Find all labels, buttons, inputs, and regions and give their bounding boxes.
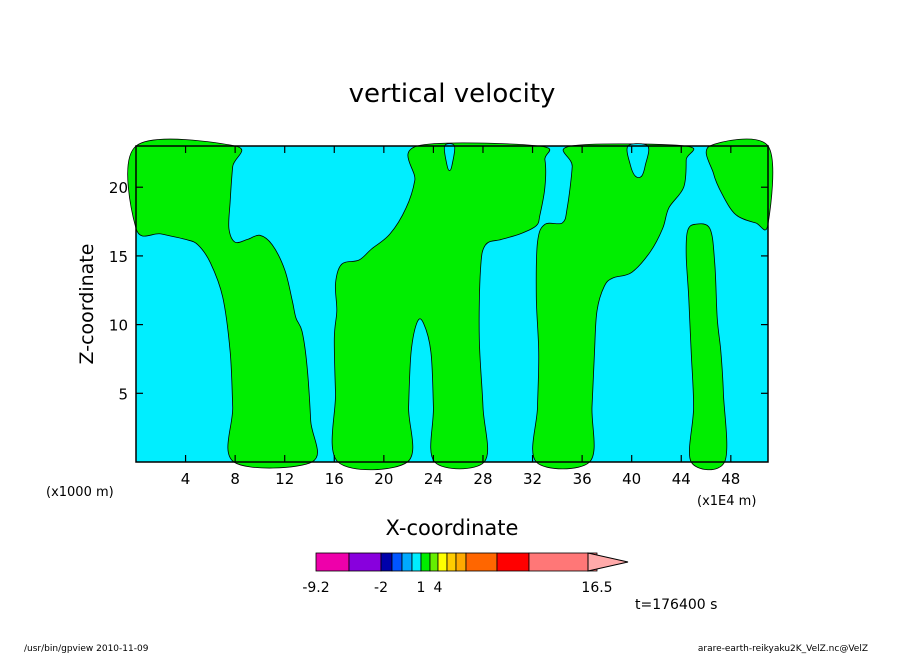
positive-region-right-middle (532, 143, 695, 470)
x-tick-label: 8 (230, 470, 240, 488)
colorbar-segment (420, 552, 431, 572)
colorbar-segment (496, 552, 530, 572)
colorbar-segment (380, 552, 393, 572)
y-tick-label: 20 (109, 179, 128, 197)
x-tick-label: 44 (672, 470, 691, 488)
y-tick-label: 5 (118, 385, 128, 403)
colorbar-segment (429, 552, 439, 572)
positive-region-right-column (685, 223, 728, 471)
chart-title: vertical velocity (349, 79, 556, 109)
positive-region-upper-left (127, 138, 318, 469)
x-tick-label: 12 (275, 470, 294, 488)
x-tick-label: 16 (325, 470, 344, 488)
x-tick-label: 24 (424, 470, 443, 488)
colorbar-segment (465, 552, 498, 572)
colorbar-segment (401, 552, 413, 572)
colorbar: -9.2 -2 1 4 16.5 (302, 552, 629, 596)
x-tick-label: 32 (523, 470, 542, 488)
x-tick-label: 20 (374, 470, 393, 488)
colorbar-label: -9.2 (302, 580, 329, 596)
plot-frame (135, 145, 769, 463)
colorbar-label: -2 (374, 580, 388, 596)
y-tick-label: 15 (109, 248, 128, 266)
colorbar-label: 1 (417, 580, 426, 596)
colorbar-label: 4 (434, 580, 443, 596)
x-tick-label: 28 (473, 470, 492, 488)
colorbar-label: 16.5 (581, 580, 612, 596)
colorbar-segment (315, 552, 350, 572)
y-tick-label: 10 (109, 317, 128, 335)
positive-region-middle (331, 142, 551, 471)
colorbar-segment (348, 552, 382, 572)
colorbar-segment (391, 552, 403, 572)
colorbar-segment (446, 552, 457, 572)
time-label: t=176400 s (635, 597, 717, 613)
colorbar-segment (411, 552, 422, 572)
x-axis-label: X-coordinate (386, 516, 519, 540)
x-tick-label: 36 (573, 470, 592, 488)
colorbar-segment (528, 552, 598, 572)
x-unit-note: (x1000 m) (46, 485, 114, 500)
y-axis-label: Z-coordinate (76, 244, 98, 365)
x-scale-note: (x1E4 m) (697, 494, 756, 509)
colorbar-arrow (587, 552, 629, 572)
x-tick-label: 40 (622, 470, 641, 488)
footer-left: /usr/bin/gpview 2010-11-09 (24, 644, 149, 654)
x-tick-label: 4 (181, 470, 191, 488)
colorbar-segment (455, 552, 467, 572)
colorbar-segment (437, 552, 448, 572)
x-tick-label: 48 (721, 470, 740, 488)
footer-right: arare-earth-reikyaku2K_VelZ.nc@VelZ (698, 644, 868, 654)
